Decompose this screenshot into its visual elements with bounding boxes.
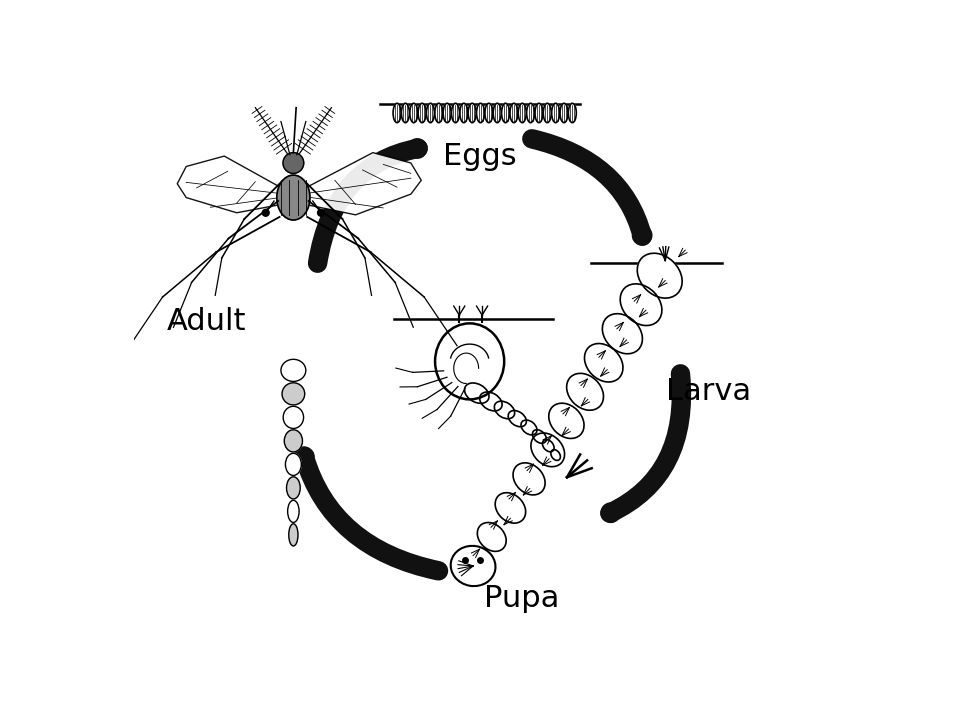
- Ellipse shape: [485, 103, 492, 122]
- Ellipse shape: [450, 546, 495, 586]
- Circle shape: [318, 210, 324, 216]
- Ellipse shape: [501, 103, 510, 122]
- Text: Adult: Adult: [167, 307, 247, 336]
- Ellipse shape: [276, 175, 310, 220]
- Ellipse shape: [460, 103, 468, 122]
- Ellipse shape: [477, 523, 506, 552]
- Ellipse shape: [284, 430, 302, 452]
- Ellipse shape: [435, 323, 504, 400]
- Ellipse shape: [513, 463, 545, 495]
- Ellipse shape: [286, 477, 300, 499]
- Ellipse shape: [549, 403, 584, 438]
- Circle shape: [262, 210, 269, 216]
- Ellipse shape: [543, 103, 551, 122]
- Ellipse shape: [620, 284, 661, 325]
- Polygon shape: [300, 153, 421, 215]
- Ellipse shape: [444, 103, 451, 122]
- Ellipse shape: [435, 103, 443, 122]
- Text: Eggs: Eggs: [444, 142, 516, 171]
- Ellipse shape: [637, 253, 683, 298]
- Ellipse shape: [288, 500, 300, 523]
- Ellipse shape: [533, 430, 546, 444]
- Ellipse shape: [401, 103, 409, 122]
- Ellipse shape: [508, 410, 526, 427]
- Ellipse shape: [494, 401, 515, 419]
- Ellipse shape: [542, 440, 554, 451]
- Ellipse shape: [476, 103, 485, 122]
- Ellipse shape: [560, 103, 568, 122]
- Ellipse shape: [585, 343, 623, 382]
- Ellipse shape: [451, 103, 460, 122]
- Ellipse shape: [281, 359, 306, 382]
- Ellipse shape: [566, 374, 604, 410]
- Ellipse shape: [283, 153, 303, 174]
- Ellipse shape: [521, 420, 537, 435]
- Ellipse shape: [289, 524, 298, 546]
- Ellipse shape: [393, 103, 401, 122]
- Ellipse shape: [493, 103, 501, 122]
- Text: Pupa: Pupa: [484, 584, 559, 613]
- Ellipse shape: [510, 103, 517, 122]
- Ellipse shape: [495, 492, 526, 523]
- Ellipse shape: [535, 103, 543, 122]
- Ellipse shape: [552, 103, 560, 122]
- Text: Larva: Larva: [665, 377, 751, 405]
- Polygon shape: [178, 156, 286, 213]
- Ellipse shape: [531, 433, 564, 467]
- Ellipse shape: [426, 103, 435, 122]
- Ellipse shape: [283, 406, 303, 428]
- Ellipse shape: [410, 103, 418, 122]
- Ellipse shape: [282, 383, 304, 405]
- Ellipse shape: [465, 383, 489, 403]
- Ellipse shape: [568, 103, 576, 122]
- Ellipse shape: [527, 103, 535, 122]
- Ellipse shape: [419, 103, 426, 122]
- Ellipse shape: [518, 103, 526, 122]
- Ellipse shape: [468, 103, 476, 122]
- Ellipse shape: [551, 450, 561, 460]
- Ellipse shape: [602, 314, 642, 354]
- Ellipse shape: [285, 454, 301, 475]
- Ellipse shape: [480, 392, 502, 411]
